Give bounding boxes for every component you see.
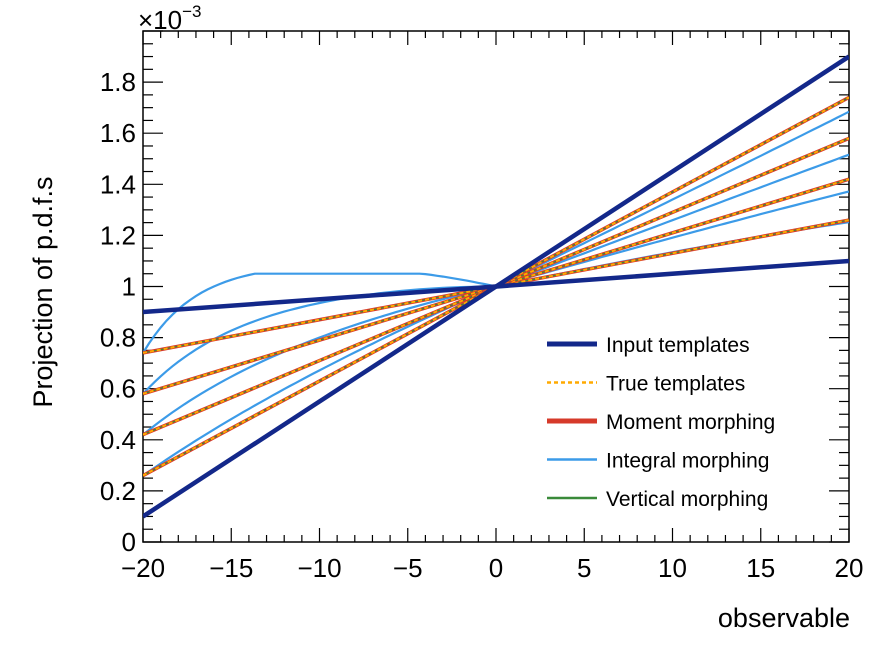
true-template-line (143, 178, 849, 395)
y-tick-label: 0.4 (100, 425, 136, 455)
integral-morphing-curve (143, 190, 849, 395)
legend-label: Input templates (606, 334, 750, 357)
legend-label: True templates (606, 373, 745, 396)
y-tick-label: 0.8 (100, 323, 136, 353)
legend-label: Vertical morphing (606, 488, 768, 511)
x-tick-label: −15 (209, 553, 253, 583)
x-tick-label: 20 (835, 553, 864, 583)
y-tick-label: 1.4 (100, 169, 136, 199)
x-tick-label: 5 (577, 553, 591, 583)
y-multiplier-exponent: −3 (182, 2, 201, 21)
x-tick-label: 15 (746, 553, 775, 583)
y-tick-label: 1.8 (100, 67, 136, 97)
x-tick-label: 10 (658, 553, 687, 583)
x-tick-label: 0 (489, 553, 503, 583)
x-tick-label: −5 (393, 553, 423, 583)
x-tick-label: −20 (121, 553, 165, 583)
x-tick-label: −10 (297, 553, 341, 583)
true-template-line (143, 137, 849, 436)
y-tick-label: 0 (122, 527, 136, 557)
tick-labels: −20 −15 −10 −5 0 5 10 15 20 0 0.2 0.4 0.6 0.8 1 1.2 1.4 1… (100, 67, 864, 583)
y-tick-label: 1.6 (100, 118, 136, 148)
y-multiplier: ×10−3 (138, 2, 202, 35)
legend-label: Integral morphing (606, 450, 769, 473)
legend: Input templates True templates Moment morp… (547, 334, 775, 511)
y-axis-title: Projection of p.d.f.s (28, 176, 58, 407)
legend-label: Moment morphing (606, 411, 775, 434)
x-axis-title: observable (718, 603, 850, 633)
y-tick-label: 0.6 (100, 374, 136, 404)
input-high-slope-line (143, 54, 849, 519)
y-tick-label: 0.2 (100, 476, 136, 506)
y-tick-label: 1.2 (100, 220, 136, 250)
y-tick-label: 1 (122, 272, 136, 302)
series-group (143, 54, 849, 519)
